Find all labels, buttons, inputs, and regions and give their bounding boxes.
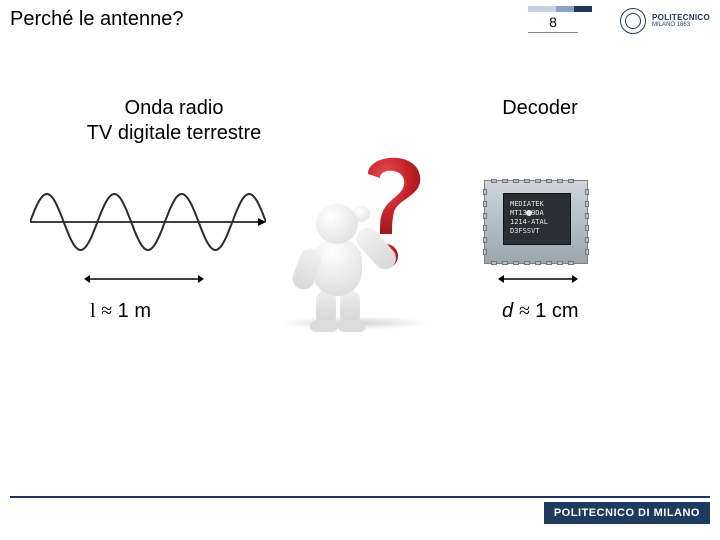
page-number: 8: [528, 14, 578, 30]
logo-seal-icon: [620, 8, 646, 34]
header-stripe: [528, 6, 592, 12]
right-column: Decoder: [460, 96, 620, 121]
logo-text: POLITECNICO: [652, 14, 710, 22]
institution-logo: POLITECNICO MILANO 1863: [620, 8, 710, 34]
lambda-symbol: l: [90, 300, 96, 322]
footer-rule: [10, 496, 710, 498]
left-column: Onda radio TV digitale terrestre: [64, 96, 284, 146]
footer-badge: POLITECNICO DI MILANO: [544, 502, 710, 524]
page-number-box: 8: [528, 6, 578, 30]
left-title-line2: TV digitale terrestre: [64, 121, 284, 146]
approx-symbol-right: ≈: [519, 300, 530, 322]
wavelength-label: l ≈ 1 m: [90, 300, 230, 323]
page-number-underline: [528, 32, 578, 33]
d-symbol: d: [502, 300, 513, 322]
logo-subtext: MILANO 1863: [652, 22, 710, 28]
chip-marking-text: MEDIATEK MT1329DA 1214-ATAL D3FSSVT: [510, 200, 564, 236]
logo-text-block: POLITECNICO MILANO 1863: [652, 14, 710, 28]
radio-wave-diagram: [30, 180, 266, 264]
wavelength-arrow: [84, 272, 204, 286]
chip-size-arrow: [498, 272, 578, 286]
puzzled-figure-icon: [282, 196, 392, 326]
slide-title: Perché le antenne?: [10, 8, 183, 31]
approx-symbol-left: ≈: [101, 300, 112, 322]
chip-size-label: d ≈ 1 cm: [502, 300, 622, 323]
slide-footer: POLITECNICO DI MILANO: [0, 496, 720, 526]
chip-size-value: 1 cm: [535, 300, 578, 322]
left-title-line1: Onda radio: [64, 96, 284, 121]
wavelength-value: 1 m: [118, 300, 151, 322]
center-illustration: [260, 150, 456, 326]
slide-header: Perché le antenne? 8 POLITECNICO MILANO …: [0, 6, 720, 42]
right-title: Decoder: [460, 96, 620, 121]
chip-package: MEDIATEK MT1329DA 1214-ATAL D3FSSVT: [484, 180, 588, 264]
chip-die: MEDIATEK MT1329DA 1214-ATAL D3FSSVT: [503, 193, 571, 245]
decoder-chip-illustration: MEDIATEK MT1329DA 1214-ATAL D3FSSVT: [484, 180, 588, 264]
